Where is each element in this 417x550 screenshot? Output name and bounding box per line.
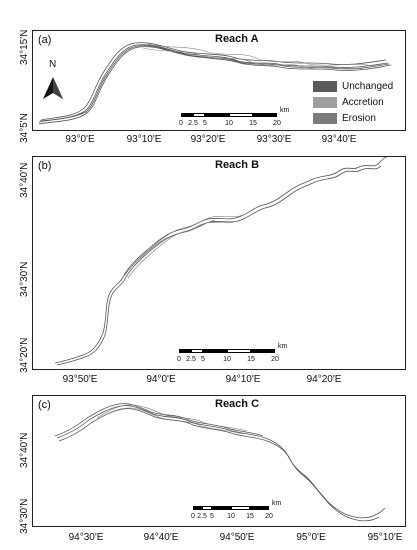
- scale-bar-b: 0 2.5 5 10 15 20 km: [177, 343, 287, 367]
- scale-tick: 15: [246, 513, 254, 520]
- panel-title-b: Reach B: [215, 159, 260, 171]
- map-panel-a: (a) Reach A N Unchanged Accretion Erosi: [32, 30, 406, 131]
- scale-unit: km: [272, 500, 282, 507]
- lon-label-b-0: 93°50'E: [62, 374, 98, 385]
- lon-label-c-4: 95°10'E: [367, 532, 403, 543]
- scale-tick: 15: [249, 120, 257, 127]
- legend-swatch-unchanged: [313, 81, 337, 92]
- scale-tick: 2.5: [186, 356, 196, 363]
- scale-tick: 10: [225, 120, 233, 127]
- scale-segment: [250, 506, 269, 510]
- scale-tick: 2.5: [197, 513, 207, 520]
- scale-unit: km: [278, 343, 288, 350]
- river-channel-b: [54, 156, 388, 366]
- lat-label-b-0: 34°40'N: [19, 162, 30, 198]
- legend-swatch-accretion: [313, 97, 337, 108]
- panel-title-c: Reach C: [215, 398, 260, 410]
- lon-label-c-3: 95°0'E: [296, 532, 326, 543]
- scale-segment: [203, 349, 227, 353]
- scale-segment: [251, 349, 275, 353]
- scale-tick: 0: [191, 513, 195, 520]
- lon-label-b-3: 94°20'E: [306, 374, 342, 385]
- river-channel-a: [38, 42, 392, 125]
- map-legend: Unchanged Accretion Erosion: [313, 79, 393, 127]
- scale-tick: 15: [247, 356, 255, 363]
- scale-tick: 20: [273, 120, 281, 127]
- panel-title-a: Reach A: [215, 33, 259, 45]
- scale-tick: 2.5: [188, 120, 198, 127]
- scale-segment: [193, 113, 205, 117]
- scale-segment: [227, 349, 251, 353]
- legend-item-unchanged: Unchanged: [313, 79, 393, 94]
- lon-label-c-1: 94°40'E: [143, 532, 179, 543]
- legend-label-erosion: Erosion: [342, 113, 376, 124]
- scale-unit: km: [280, 107, 290, 114]
- scale-segment: [191, 349, 203, 353]
- scale-segment: [229, 113, 253, 117]
- scale-tick: 0: [177, 356, 181, 363]
- lon-label-a-4: 93°40'E: [321, 134, 357, 145]
- scale-tick: 5: [201, 356, 205, 363]
- panel-label-b: (b): [38, 160, 52, 172]
- north-arrow-icon: [43, 77, 63, 99]
- lat-label-c-0: 34°40'N: [19, 432, 30, 468]
- scale-segment: [181, 113, 193, 117]
- scale-segment: [179, 349, 191, 353]
- scale-tick: 20: [271, 356, 279, 363]
- legend-label-unchanged: Unchanged: [342, 81, 394, 92]
- scale-segment: [205, 113, 229, 117]
- panel-label-c: (c): [38, 399, 51, 411]
- north-arrow-label: N: [49, 59, 57, 70]
- lon-label-a-0: 93°0'E: [65, 134, 95, 145]
- river-channel-c: [54, 403, 386, 522]
- legend-item-accretion: Accretion: [313, 95, 393, 110]
- legend-item-erosion: Erosion: [313, 111, 393, 126]
- map-panel-b: (b) Reach B 0 2.5 5 10 15 20 km: [32, 156, 406, 370]
- lon-label-a-1: 93°10'E: [126, 134, 162, 145]
- lat-label-b-1: 34°30'N: [19, 261, 30, 297]
- lon-label-c-0: 94°30'E: [68, 532, 104, 543]
- scale-tick: 0: [179, 120, 183, 127]
- map-panel-c: (c) Reach C 0 2.5 5 10 15 20 km: [32, 395, 406, 527]
- lat-label-a-0: 34°15'N: [19, 29, 30, 65]
- scale-tick: 10: [223, 356, 231, 363]
- lat-label-b-2: 34°20'N: [19, 337, 30, 373]
- scale-tick: 5: [203, 120, 207, 127]
- legend-swatch-erosion: [313, 113, 337, 124]
- lon-label-a-2: 93°20'E: [190, 134, 226, 145]
- lon-label-b-1: 94°0'E: [146, 374, 176, 385]
- scale-segment: [193, 506, 202, 510]
- lat-label-a-1: 34°5'N: [19, 113, 30, 143]
- scale-segment: [212, 506, 231, 510]
- scale-segment: [231, 506, 250, 510]
- scale-segment: [202, 506, 212, 510]
- legend-label-accretion: Accretion: [342, 97, 384, 108]
- scale-tick: 10: [227, 513, 235, 520]
- scale-tick: 20: [265, 513, 273, 520]
- scale-bar-c: 0 2.5 5 10 15 20 km: [191, 500, 281, 524]
- lon-label-a-3: 93°30'E: [256, 134, 292, 145]
- panel-label-a: (a): [38, 34, 52, 46]
- lon-label-c-2: 94°50'E: [219, 532, 255, 543]
- lat-label-c-1: 34°30'N: [19, 498, 30, 534]
- scale-tick: 5: [210, 513, 214, 520]
- scale-bar-a: 0 2.5 5 10 15 20 km: [179, 107, 289, 131]
- scale-segment: [253, 113, 277, 117]
- lon-label-b-2: 94°10'E: [225, 374, 261, 385]
